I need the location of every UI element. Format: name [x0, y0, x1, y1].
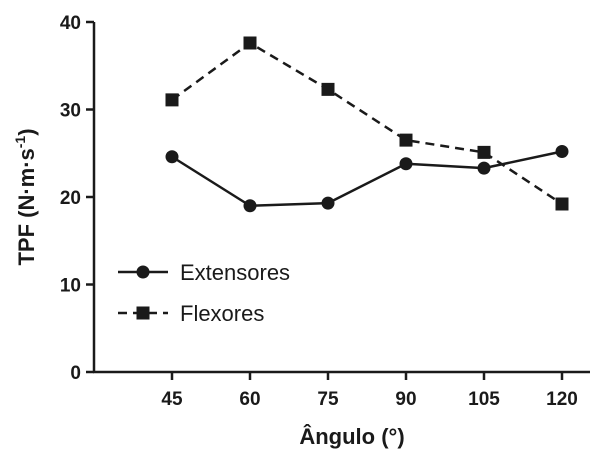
data-point-extensores [399, 157, 413, 171]
legend-marker-extensores [136, 265, 150, 279]
x-tick-label: 45 [161, 389, 183, 410]
data-point-flexores [243, 36, 257, 50]
data-point-flexores [321, 82, 335, 96]
legend-label-extensores: Extensores [180, 260, 290, 285]
series-line-extensores [171, 150, 563, 207]
data-point-flexores [165, 93, 179, 107]
data-point-flexores [555, 197, 569, 211]
x-tick-label: 75 [317, 389, 339, 410]
y-tick-label: 10 [60, 276, 81, 297]
legend: Extensores Flexores [118, 260, 290, 326]
data-point-extensores [321, 196, 335, 210]
x-axis-title: Ângulo (°) [299, 424, 404, 449]
legend-marker-flexores [136, 306, 150, 320]
y-tick-label: 20 [60, 188, 81, 209]
x-tick-label: 105 [468, 389, 500, 410]
data-point-extensores [243, 199, 257, 213]
data-point-extensores [477, 161, 491, 175]
y-ticks: 0 10 20 30 40 [60, 13, 94, 384]
y-tick-label: 0 [70, 363, 81, 384]
y-axis-title: TPF (N·m·s-1) [12, 128, 39, 265]
data-point-extensores [555, 145, 569, 158]
x-ticks: 45 60 75 90 105 120 [161, 372, 578, 410]
x-tick-label: 90 [395, 389, 416, 410]
x-axis: 45 60 75 90 105 120 [93, 370, 590, 410]
y-axis-title-superscript: -1 [12, 136, 28, 149]
y-tick-label: 40 [60, 13, 81, 34]
x-tick-label: 60 [239, 389, 260, 410]
y-tick-label: 30 [60, 101, 81, 122]
series-layer [165, 36, 569, 213]
x-tick-label: 120 [546, 389, 578, 410]
series-line-flexores [171, 41, 563, 206]
data-point-flexores [477, 145, 491, 159]
data-point-flexores [399, 133, 413, 147]
y-axis: 0 10 20 30 40 [60, 13, 96, 384]
data-point-extensores [165, 150, 179, 164]
legend-label-flexores: Flexores [180, 301, 264, 326]
